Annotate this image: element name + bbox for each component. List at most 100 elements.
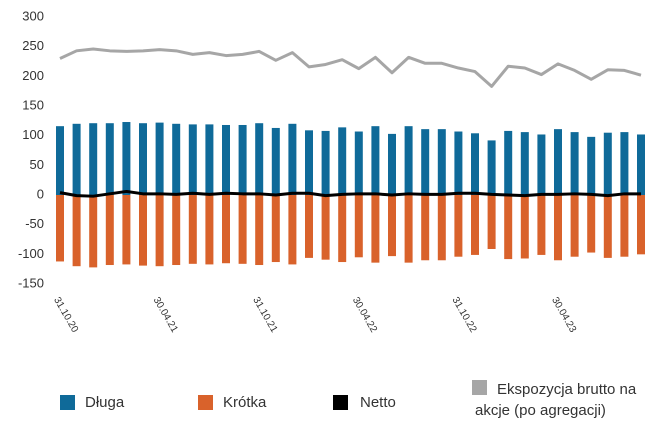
y-tick-label: -150 [18, 275, 44, 290]
bar [554, 129, 562, 195]
bar [122, 195, 131, 265]
y-tick-label: -100 [18, 246, 44, 261]
bar [637, 195, 645, 255]
bar [338, 195, 347, 263]
bar [471, 133, 479, 195]
bar [188, 195, 197, 264]
bar [421, 129, 430, 195]
bar [238, 124, 247, 195]
y-tick-label: 50 [30, 157, 44, 172]
bar [155, 195, 164, 267]
bar [288, 195, 297, 265]
x-tick-label: 31.10.22 [450, 295, 479, 335]
x-tick-label: 30.04.23 [549, 295, 578, 335]
bar [620, 195, 629, 257]
bar [354, 131, 363, 195]
legend-swatch [60, 395, 75, 410]
y-tick-label: 100 [22, 127, 44, 142]
bar [371, 195, 380, 263]
bar [554, 195, 562, 261]
bar [404, 195, 413, 263]
bar [487, 140, 496, 195]
bar [305, 130, 313, 195]
bar [388, 133, 396, 195]
line [59, 189, 641, 198]
y-tick-label: -50 [25, 216, 44, 231]
bar [205, 124, 214, 195]
bar [288, 123, 297, 195]
bar [454, 195, 463, 257]
bar [72, 123, 81, 195]
y-tick-label: 200 [22, 68, 44, 83]
bar [139, 195, 147, 266]
bar [172, 123, 181, 195]
bar [89, 195, 98, 268]
bar [89, 123, 98, 195]
y-tick-label: 300 [22, 8, 44, 23]
bar [105, 123, 114, 195]
x-tick-label: 30.04.21 [151, 295, 180, 335]
bar [603, 195, 612, 258]
bar [504, 195, 513, 260]
bar [537, 195, 546, 255]
legend-swatch [198, 395, 213, 410]
x-tick-label: 31.10.20 [51, 295, 80, 335]
bar [321, 130, 330, 195]
bar [338, 127, 347, 195]
bar [155, 122, 164, 195]
bar [520, 132, 529, 195]
bar [388, 195, 396, 257]
y-tick-label: 0 [37, 186, 44, 201]
y-tick-label: 150 [22, 97, 44, 112]
bar [321, 195, 330, 260]
bar [354, 195, 363, 258]
bar [637, 134, 645, 195]
bar [305, 195, 313, 258]
bar [437, 195, 446, 261]
bar [56, 195, 64, 262]
bar [122, 122, 131, 195]
x-tick-label: 30.04.22 [350, 295, 379, 335]
y-tick-label: 250 [22, 38, 44, 53]
bar [56, 126, 64, 195]
bar [222, 195, 230, 264]
bar [603, 132, 612, 195]
bar [587, 195, 596, 253]
bar [454, 131, 463, 195]
bar [570, 195, 579, 257]
legend-swatch [472, 380, 487, 395]
legend-label: Netto [360, 394, 396, 411]
bar [255, 195, 264, 266]
line [59, 47, 642, 88]
bar [404, 126, 413, 195]
x-tick-label: 31.10.21 [250, 295, 279, 335]
bar [570, 132, 579, 195]
bar [72, 195, 81, 267]
legend-label: Długa [85, 394, 125, 411]
legend-swatch [333, 395, 348, 410]
bar [139, 123, 147, 195]
bar [520, 195, 529, 259]
bar [172, 195, 181, 266]
bar [271, 127, 280, 195]
bar [587, 136, 596, 195]
bar [371, 126, 380, 195]
bar [105, 195, 114, 266]
bar [222, 124, 230, 195]
bar [421, 195, 430, 261]
bar [487, 195, 496, 249]
bar [188, 124, 197, 195]
bar [504, 130, 513, 195]
legend-label: Krótka [223, 394, 267, 411]
bar [255, 123, 264, 195]
bar [537, 134, 546, 195]
bar [437, 129, 446, 195]
bar [271, 195, 280, 263]
bar [620, 132, 629, 195]
bar [238, 195, 247, 264]
legend-label: Ekspozycja brutto na akcje (po agregacji… [475, 381, 637, 419]
bar [471, 195, 479, 255]
bar [205, 195, 214, 265]
